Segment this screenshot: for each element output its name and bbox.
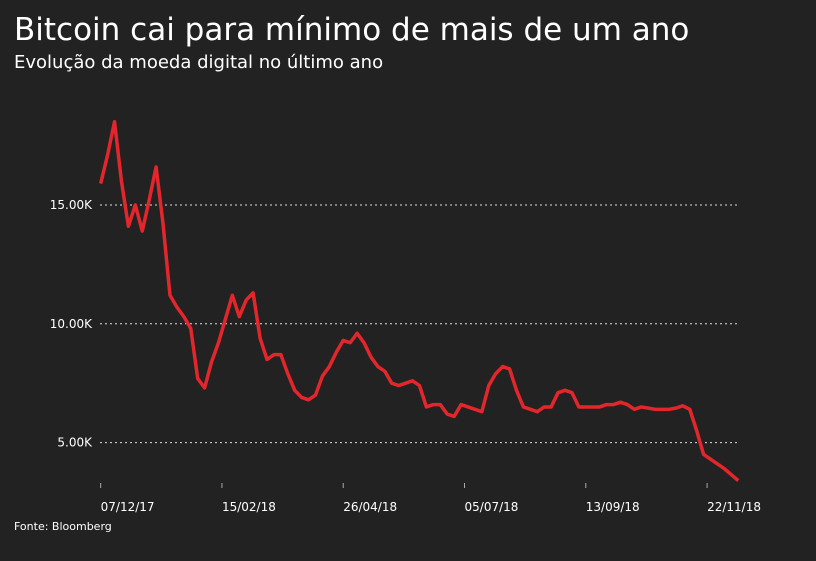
chart-title: Bitcoin cai para mínimo de mais de um an… [14,12,689,48]
y-tick-label: 10.00K [50,317,93,331]
x-tick-label: 07/12/17 [101,500,155,514]
x-tick-label: 15/02/18 [222,500,276,514]
chart-subtitle: Evolução da moeda digital no último ano [14,52,383,73]
x-tick-label: 05/07/18 [465,500,519,514]
price-line [98,120,740,482]
y-tick-label: 15.00K [50,198,93,212]
x-tick-label: 22/11/18 [707,500,761,514]
x-tick-label: 26/04/18 [343,500,397,514]
source: Fonte: Bloomberg [14,520,112,533]
y-tick-label: 5.00K [57,436,93,450]
x-tick-label: 13/09/18 [586,500,640,514]
